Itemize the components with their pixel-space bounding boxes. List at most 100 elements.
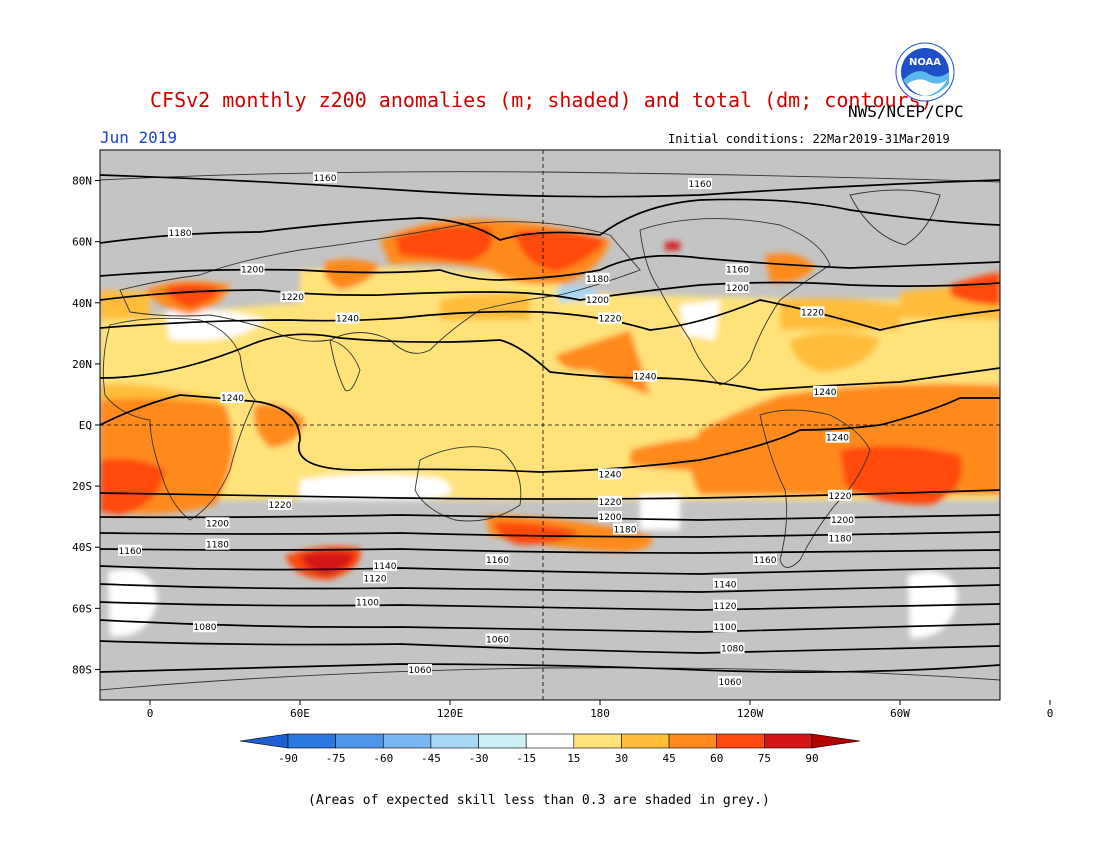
svg-text:1220: 1220 (599, 315, 622, 325)
contour-label: 1180 (613, 523, 637, 535)
contour-label: 1160 (725, 263, 750, 276)
svg-text:1240: 1240 (221, 394, 244, 404)
map-title: CFSv2 monthly z200 anomalies (m; shaded)… (150, 88, 933, 112)
contour-label: 1200 (240, 263, 265, 276)
contour-label: 1180 (205, 538, 230, 551)
contour-label: 1220 (598, 312, 622, 325)
svg-text:1240: 1240 (599, 470, 622, 480)
contour-label: 1180 (828, 532, 852, 545)
svg-text:1240: 1240 (826, 434, 849, 444)
contour-label: 1160 (688, 178, 712, 190)
contour-label: 1120 (363, 572, 387, 584)
colorbar-label: -60 (373, 752, 393, 765)
lat-label: 80S (72, 663, 92, 676)
svg-text:1240: 1240 (634, 373, 657, 383)
svg-text:1180: 1180 (169, 229, 192, 239)
svg-text:1060: 1060 (409, 666, 432, 676)
svg-text:1220: 1220 (281, 293, 304, 303)
svg-text:1220: 1220 (599, 498, 622, 508)
colorbar-arrow-left (239, 733, 289, 749)
colorbar-label: 30 (615, 752, 628, 765)
svg-text:1200: 1200 (726, 284, 749, 294)
lon-label: 180 (590, 707, 610, 720)
svg-text:1240: 1240 (814, 388, 837, 398)
svg-text:1080: 1080 (194, 623, 217, 633)
lat-label: 60N (72, 236, 92, 249)
svg-text:1200: 1200 (241, 266, 264, 276)
svg-text:1160: 1160 (689, 180, 712, 190)
colorbar-label: 75 (758, 752, 771, 765)
contour-label: 1220 (828, 489, 852, 502)
svg-text:1100: 1100 (714, 623, 737, 633)
svg-text:1060: 1060 (719, 678, 742, 688)
lon-label: 60W (890, 707, 910, 720)
contour-labels: 1160 1160 1180 1200 1220 1240 1180 1200 1220 1160… (118, 172, 855, 688)
lat-label: 20S (72, 480, 92, 493)
contour-label: 1160 (118, 544, 142, 557)
lat-labels: 80N 60N 40N 20N EQ 20S 40S 60S 80S (72, 175, 100, 676)
lat-label: 60S (72, 602, 92, 615)
contour-label: 1180 (168, 227, 192, 239)
contour-label: 1200 (585, 294, 610, 306)
svg-text:1240: 1240 (336, 315, 359, 325)
lon-label: 0 (147, 707, 154, 720)
contour-label: 1200 (205, 517, 230, 529)
contour-label: 1180 (585, 272, 610, 285)
colorbar-box (382, 733, 432, 749)
contour-label: 1060 (485, 633, 510, 645)
contour-label: 1140 (713, 578, 737, 590)
contour-label: 1240 (813, 385, 837, 398)
svg-text:1120: 1120 (714, 602, 737, 612)
svg-text:1220: 1220 (801, 308, 824, 318)
svg-text:1200: 1200 (586, 296, 609, 306)
contour-label: 1100 (713, 621, 737, 633)
contour-label: 1160 (753, 553, 777, 566)
contour-label: 1100 (355, 596, 380, 609)
lat-label: EQ (79, 419, 92, 432)
contour-label: 1120 (713, 599, 737, 612)
svg-text:1220: 1220 (829, 492, 852, 502)
contour-label: 1240 (335, 312, 360, 325)
colorbar-label: 60 (710, 752, 723, 765)
colorbar-box (430, 733, 479, 749)
svg-text:1200: 1200 (206, 519, 229, 529)
contour-label: 1160 (313, 172, 337, 184)
svg-text:1060: 1060 (486, 635, 509, 645)
footnote: (Areas of expected skill less than 0.3 a… (308, 793, 770, 808)
svg-text:1160: 1160 (726, 266, 749, 276)
colorbar-label: -75 (326, 752, 346, 765)
contour-label: 1200 (725, 282, 750, 294)
svg-text:1180: 1180 (206, 541, 229, 551)
initial-conditions: Initial conditions: 22Mar2019-31Mar2019 (668, 132, 950, 146)
svg-text:1120: 1120 (364, 574, 387, 584)
contour-label: 1220 (268, 498, 292, 511)
colorbar-label: -15 (516, 752, 536, 765)
colorbar-box (764, 733, 813, 749)
svg-text:1160: 1160 (486, 556, 509, 566)
contour-label: 1240 (633, 370, 657, 383)
svg-text:1200: 1200 (831, 516, 854, 526)
svg-text:1140: 1140 (714, 580, 737, 590)
contour-label: 1080 (720, 642, 745, 655)
colorbar-box (335, 733, 384, 749)
lon-label: 120W (737, 707, 764, 720)
contour-label: 1080 (193, 621, 217, 633)
lat-label: 20N (72, 358, 92, 371)
contour-label: 1200 (598, 511, 622, 523)
contour-label: 1240 (220, 392, 245, 404)
agency-label: NWS/NCEP/CPC (848, 102, 964, 121)
contour-label: 1060 (408, 663, 432, 676)
svg-text:1220: 1220 (269, 501, 292, 511)
colorbar-label: 15 (567, 752, 580, 765)
colorbar-arrow-right (811, 733, 861, 749)
svg-text:1200: 1200 (599, 513, 622, 523)
colorbar-box (478, 733, 527, 749)
forecast-month: Jun 2019 (100, 128, 178, 147)
contour-label: 1060 (718, 676, 742, 688)
contour-label: 1240 (825, 431, 850, 444)
svg-text:1160: 1160 (119, 547, 142, 557)
svg-text:1160: 1160 (754, 556, 777, 566)
continent-outlines (100, 171, 1000, 691)
colorbar-label: -90 (278, 752, 298, 765)
